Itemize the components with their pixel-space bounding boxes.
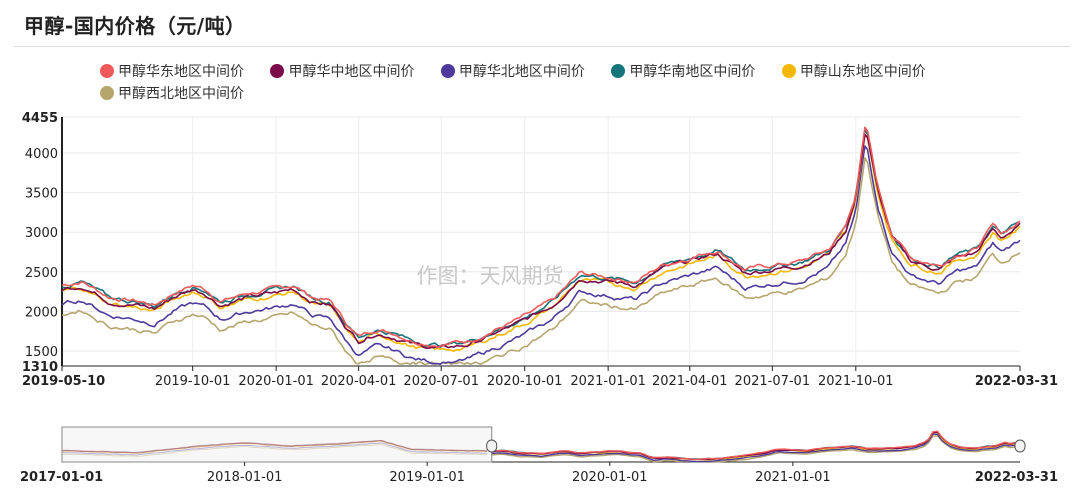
navigator-handle-right[interactable] [1014, 439, 1026, 453]
navigator-series-faint-south [61, 439, 488, 454]
navigator-tick-label: 2017-01-01 [20, 470, 103, 485]
x-tick-label: 2021-01-01 [570, 374, 646, 389]
legend-label-south: 甲醇华南地区中间价 [629, 64, 756, 80]
navigator-tick-label: 2021-01-01 [755, 470, 831, 485]
legend-label-central: 甲醇华中地区中间价 [288, 64, 415, 80]
y-tick-label: 3500 [25, 187, 58, 202]
legend-item-south[interactable]: 甲醇华南地区中间价 [611, 60, 755, 82]
legend-label-shandong: 甲醇山东地区中间价 [799, 64, 926, 80]
series-line-central[interactable] [61, 133, 1021, 349]
navigator-series-northwest [491, 435, 1019, 463]
legend-item-shandong[interactable]: 甲醇山东地区中间价 [781, 60, 926, 82]
x-tick-label: 2021-10-01 [818, 374, 894, 389]
navigator-series-faint-central [61, 440, 488, 454]
legend: 甲醇华东地区中间价 甲醇华中地区中间价 甲醇华北地区中间价 甲醇华南地区中间价 … [100, 60, 1060, 104]
x-tick-label: 2020-07-01 [403, 374, 479, 389]
legend-dot-east [100, 64, 114, 78]
x-tick-label: 2021-04-01 [652, 374, 728, 389]
y-tick-label: 3000 [25, 226, 58, 241]
x-tick-label: 2021-07-01 [735, 374, 811, 389]
legend-dot-central [270, 64, 285, 78]
y-tick-label: 4455 [22, 111, 58, 126]
series-line-south[interactable] [61, 129, 1021, 349]
navigator-tick-label: 2018-01-01 [207, 470, 283, 485]
chart-title: 甲醇-国内价格（元/吨） [24, 14, 246, 38]
title-divider [14, 46, 1070, 47]
legend-item-north[interactable]: 甲醇华北地区中间价 [440, 60, 585, 82]
legend-item-northwest[interactable]: 甲醇西北地区中间价 [100, 82, 244, 104]
legend-dot-shandong [781, 64, 796, 78]
x-tick-label: 2020-04-01 [321, 374, 397, 389]
y-tick-label: 1500 [25, 345, 58, 360]
navigator-tick-label: 2020-01-01 [572, 470, 648, 485]
x-tick-label: 2019-10-01 [155, 374, 231, 389]
y-tick-label: 2500 [25, 266, 58, 281]
legend-dot-northwest [100, 86, 114, 100]
y-tick-label: 4000 [25, 147, 58, 162]
navigator-tick-label: 2022-03-31 [975, 470, 1058, 485]
y-tick-label: 1310 [22, 360, 58, 375]
navigator-handle-left[interactable] [486, 439, 498, 453]
legend-item-central[interactable]: 甲醇华中地区中间价 [270, 60, 414, 82]
navigator-series-faint-north [62, 442, 488, 456]
x-tick-label: 2020-01-01 [238, 374, 314, 389]
navigator-unselected-area[interactable] [61, 426, 493, 463]
legend-label-east: 甲醇华东地区中间价 [118, 64, 244, 80]
series-line-east[interactable] [61, 126, 1021, 349]
navigator-series-east [491, 430, 1019, 461]
navigator-series-faint-east [61, 439, 488, 454]
navigator-series-faint-northwest [61, 444, 488, 457]
legend-label-north: 甲醇华北地区中间价 [458, 64, 585, 80]
y-tick-label: 2000 [25, 305, 58, 320]
legend-item-east[interactable]: 甲醇华东地区中间价 [100, 60, 244, 82]
series-line-shandong[interactable] [61, 134, 1021, 352]
series-line-north[interactable] [61, 145, 1021, 365]
x-tick-label: 2019-05-10 [22, 374, 105, 389]
watermark: 作图：天风期货 [417, 264, 564, 288]
x-tick-label: 2020-10-01 [487, 374, 563, 389]
navigator-tick-label: 2019-01-01 [389, 470, 465, 485]
x-tick-label: 2022-03-31 [975, 374, 1058, 389]
legend-dot-north [440, 64, 455, 78]
navigator-series-faint-shandong [62, 440, 488, 454]
legend-label-northwest: 甲醇西北地区中间价 [118, 86, 244, 102]
legend-dot-south [611, 64, 626, 78]
series-line-northwest[interactable] [61, 157, 1021, 366]
